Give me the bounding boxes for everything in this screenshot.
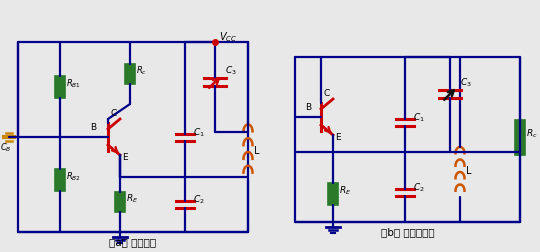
Text: $C_3$: $C_3$ [225, 65, 237, 77]
Text: B: B [305, 103, 311, 112]
Text: $C_2$: $C_2$ [193, 193, 205, 205]
Text: $R_{B2}$: $R_{B2}$ [66, 170, 81, 182]
Text: E: E [335, 133, 341, 141]
Text: $V_{CC}$: $V_{CC}$ [219, 30, 237, 44]
Bar [328, 183, 338, 205]
Text: $C_B$: $C_B$ [0, 140, 12, 153]
Text: $C_1$: $C_1$ [193, 126, 205, 139]
Text: E: E [122, 152, 127, 161]
Bar [515, 120, 525, 155]
Bar [55, 77, 65, 99]
Text: L: L [466, 165, 471, 175]
Text: $C_2$: $C_2$ [413, 181, 424, 194]
Text: $R_E$: $R_E$ [126, 192, 138, 204]
Text: $R_c$: $R_c$ [136, 65, 147, 77]
Text: $R_E$: $R_E$ [339, 184, 351, 197]
Bar [55, 169, 65, 191]
Text: $C_3$: $C_3$ [460, 76, 472, 89]
Text: $R_{B1}$: $R_{B1}$ [66, 77, 81, 90]
Text: $R_c$: $R_c$ [526, 127, 538, 140]
Text: （b） 交流通路图: （b） 交流通路图 [381, 226, 435, 236]
Text: C: C [110, 109, 116, 117]
Text: $C_1$: $C_1$ [413, 111, 425, 124]
Bar [115, 192, 125, 212]
Text: L: L [254, 145, 260, 155]
Bar [125, 65, 135, 85]
Text: （a） 实用电路: （a） 实用电路 [110, 236, 157, 246]
Text: C: C [323, 89, 329, 98]
Text: B: B [90, 122, 96, 132]
